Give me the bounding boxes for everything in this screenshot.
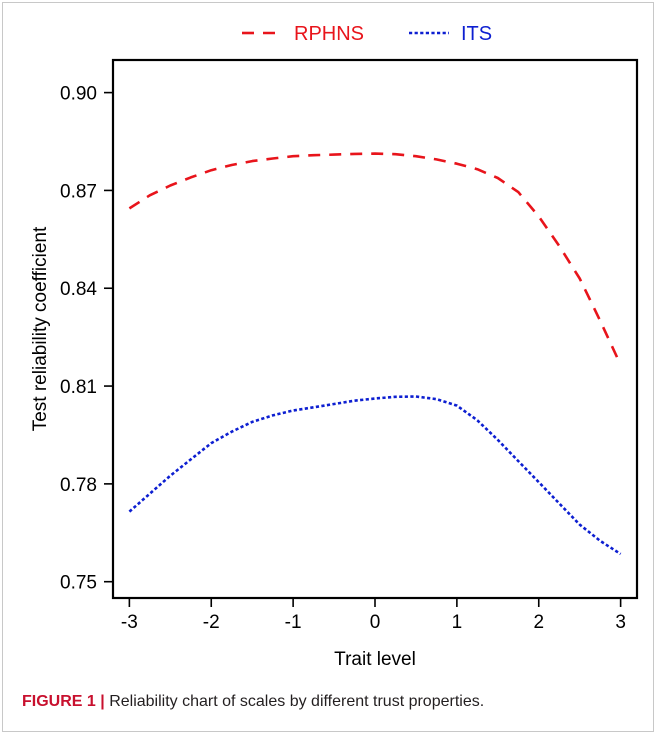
y-tick-label: 0.84 <box>60 279 97 300</box>
line-chart: RPHNS ITS 0.75 0.78 0.81 0.84 0.87 0.90 -3 -2 -1… <box>30 23 639 670</box>
x-tick-label: 2 <box>533 612 544 633</box>
legend-label-rphns: RPHNS <box>294 23 364 45</box>
series-line-its <box>128 395 622 556</box>
x-axis-label: Trait level <box>334 649 416 670</box>
series-line-rphns <box>128 152 622 366</box>
y-axis-label: Test reliability coefficient <box>30 226 51 431</box>
plot-area <box>111 58 639 600</box>
y-axis: 0.75 0.78 0.81 0.84 0.87 0.90 <box>60 84 113 594</box>
x-tick-label: 3 <box>615 612 626 633</box>
caption-text: Reliability chart of scales by different… <box>109 693 485 710</box>
y-tick-label: 0.75 <box>60 573 97 594</box>
caption-label: FIGURE 1 <box>22 693 96 710</box>
x-tick-label: 0 <box>370 612 381 633</box>
series-layer <box>128 152 622 556</box>
y-tick-label: 0.87 <box>60 181 97 202</box>
y-tick-label: 0.81 <box>60 377 97 398</box>
legend-label-its: ITS <box>461 23 492 45</box>
x-tick-label: -3 <box>121 612 138 633</box>
y-tick-label: 0.78 <box>60 475 97 496</box>
x-axis: -3 -2 -1 0 1 2 3 <box>121 598 626 633</box>
x-tick-label: -1 <box>285 612 302 633</box>
x-tick-label: 1 <box>452 612 463 633</box>
figure-caption: FIGURE 1 | Reliability chart of scales b… <box>22 693 484 711</box>
caption-separator: | <box>100 693 105 710</box>
legend: RPHNS ITS <box>242 23 492 45</box>
y-tick-label: 0.90 <box>60 84 97 105</box>
x-tick-label: -2 <box>203 612 220 633</box>
